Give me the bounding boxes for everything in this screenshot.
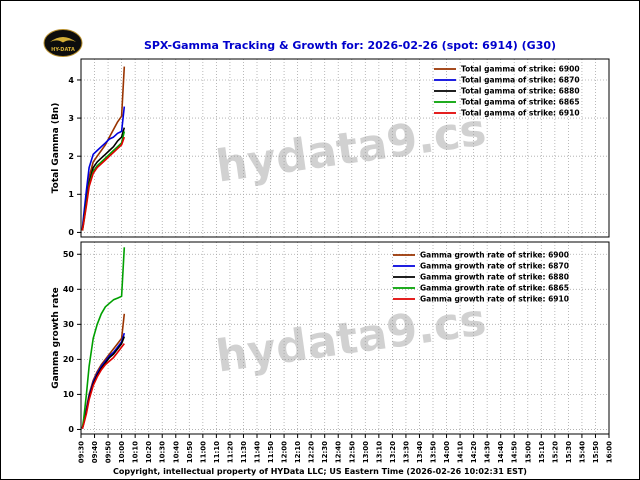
- xtick-label: 15:50: [592, 441, 600, 463]
- legend-label-6880: Gamma growth rate of strike: 6880: [420, 273, 569, 282]
- legend-label-6900: Gamma growth rate of strike: 6900: [420, 251, 569, 260]
- xtick-label: 11:10: [213, 441, 221, 463]
- xtick-label: 11:30: [240, 441, 248, 463]
- xtick-label: 13:50: [430, 441, 438, 463]
- bottom-chart-ytick-label: 50: [63, 250, 75, 259]
- xtick-label: 14:20: [470, 441, 478, 463]
- hydata-logo: HY-DATA: [43, 28, 83, 58]
- xtick-label: 12:50: [348, 441, 356, 463]
- legend-label-6910: Gamma growth rate of strike: 6910: [420, 295, 569, 304]
- copyright-text: Copyright, intellectual property of HYDa…: [113, 467, 527, 476]
- xtick-label: 14:40: [497, 441, 505, 463]
- top-chart-background: [81, 59, 609, 237]
- bottom-chart-ytick-label: 30: [63, 320, 75, 329]
- xtick-label: 12:40: [335, 441, 343, 463]
- series-6865: [81, 247, 126, 428]
- xtick-label: 14:10: [457, 441, 465, 463]
- legend-label-6880: Total gamma of strike: 6880: [461, 87, 580, 96]
- xtick-label: 13:10: [375, 441, 383, 463]
- logo-text: HY-DATA: [51, 47, 75, 53]
- top-chart-ytick-label: 1: [68, 190, 74, 199]
- series-6870: [81, 106, 126, 229]
- hydata-logo-icon: HY-DATA: [43, 29, 83, 57]
- xtick-label: 15:00: [524, 441, 532, 463]
- xtick-label: 15:10: [538, 441, 546, 463]
- xtick-label: 16:00: [606, 441, 614, 463]
- xtick-label: 13:00: [362, 441, 370, 463]
- xtick-label: 09:40: [91, 441, 99, 463]
- xtick-label: 12:10: [294, 441, 302, 463]
- bottom-chart-ytick-label: 0: [68, 425, 74, 434]
- legend-label-6870: Total gamma of strike: 6870: [461, 76, 580, 85]
- legend-label-6865: Gamma growth rate of strike: 6865: [420, 284, 569, 293]
- xtick-label: 09:30: [78, 441, 86, 463]
- legend-label-6900: Total gamma of strike: 6900: [461, 65, 580, 74]
- xtick-label: 10:50: [186, 441, 194, 463]
- bottom-chart-background: [81, 242, 609, 434]
- xtick-label: 10:20: [145, 441, 153, 463]
- bottom-chart-ylabel: Gamma growth rate: [51, 287, 61, 389]
- legend-label-6870: Gamma growth rate of strike: 6870: [420, 262, 569, 271]
- top-chart-ytick-label: 4: [68, 76, 74, 85]
- xtick-label: 14:00: [443, 441, 451, 463]
- xtick-label: 10:40: [172, 441, 180, 463]
- logo-eagle-icon: [50, 37, 76, 43]
- bottom-chart-ytick-label: 10: [63, 390, 75, 399]
- legend-label-6910: Total gamma of strike: 6910: [461, 109, 580, 118]
- xtick-label: 12:00: [281, 441, 289, 463]
- xtick-label: 13:40: [416, 441, 424, 463]
- xtick-label: 14:30: [484, 441, 492, 463]
- legend-label-6865: Total gamma of strike: 6865: [461, 98, 580, 107]
- bottom-chart-ytick-label: 20: [63, 355, 75, 364]
- series-6910: [81, 343, 125, 429]
- top-chart-ytick-label: 3: [68, 114, 74, 123]
- xtick-label: 15:40: [578, 441, 586, 463]
- top-chart-frame: [80, 58, 610, 238]
- xtick-label: 14:50: [511, 441, 519, 463]
- top-chart-ylabel: Total Gamma (Bn): [51, 103, 61, 194]
- xtick-label: 12:30: [321, 441, 329, 463]
- xtick-label: 13:20: [389, 441, 397, 463]
- xtick-label: 11:00: [199, 441, 207, 463]
- xtick-label: 11:20: [226, 441, 234, 463]
- bottom-chart-ytick-label: 40: [63, 285, 75, 294]
- bottom-chart-frame: [80, 241, 610, 435]
- xtick-label: 11:40: [254, 441, 262, 463]
- chart-title: SPX-Gamma Tracking & Growth for: 2026-02…: [143, 39, 557, 52]
- xtick-label: 12:20: [308, 441, 316, 463]
- series-6910: [81, 136, 126, 231]
- xtick-label: 13:30: [402, 441, 410, 463]
- xtick-label: 15:20: [551, 441, 559, 463]
- xtick-label: 10:10: [132, 441, 140, 463]
- top-chart-ytick-label: 0: [68, 228, 74, 237]
- xtick-label: 10:30: [159, 441, 167, 463]
- xtick-label: 15:30: [565, 441, 573, 463]
- top-chart-ytick-label: 2: [68, 152, 74, 161]
- xtick-label: 10:00: [118, 441, 126, 463]
- xtick-label: 11:50: [267, 441, 275, 463]
- xtick-label: 09:50: [105, 441, 113, 463]
